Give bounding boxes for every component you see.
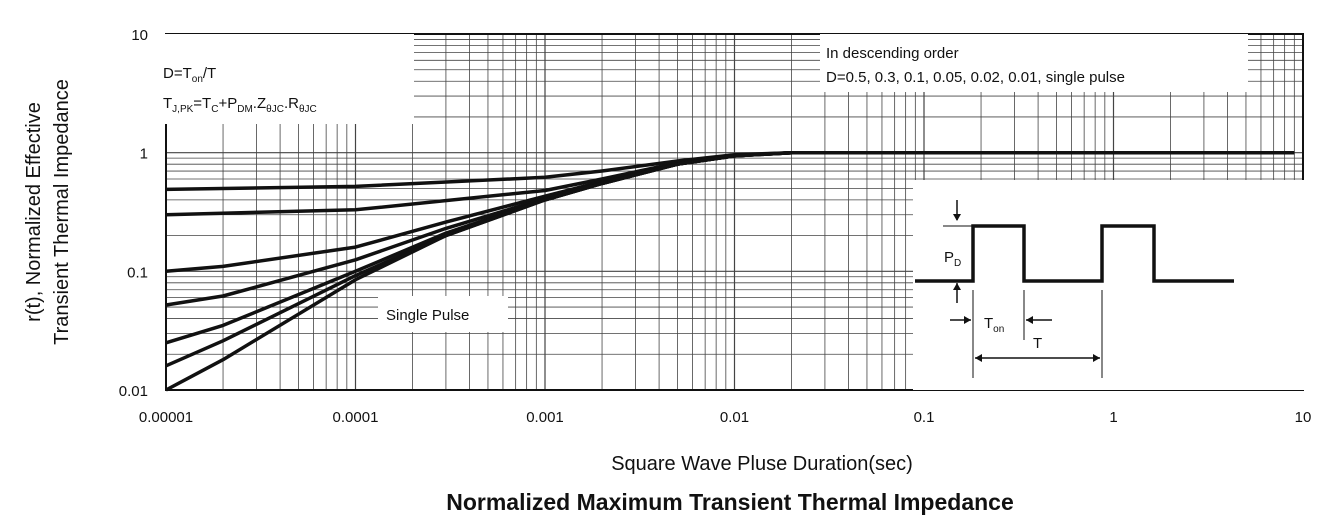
order-note-line1: In descending order: [826, 45, 959, 62]
pd-arrowhead-top: [953, 214, 961, 221]
chart-title: Normalized Maximum Transient Thermal Imp…: [446, 489, 1014, 515]
single-pulse-label-box: [378, 296, 508, 332]
x-tick-label: 10: [1295, 409, 1312, 426]
duty-cycle-formula: D=Ton/T: [163, 65, 216, 85]
period-arrowhead-right: [1093, 354, 1100, 362]
y-axis-label-line1: r(t), Normalized Effective: [23, 102, 45, 322]
pulse-waveform-inset: PD Ton T: [913, 180, 1305, 390]
junction-temp-formula: TJ,PK=TC+PDM.ZθJC.RθJC: [163, 95, 317, 115]
pd-arrowhead-bottom: [953, 283, 961, 290]
y-tick-label: 10: [131, 27, 148, 44]
pd-label: PD: [944, 249, 961, 269]
x-tick-labels: 0.00001 0.0001 0.001 0.01 0.1 1 10: [139, 409, 1311, 426]
ton-label: Ton: [984, 315, 1004, 335]
x-axis-label: Square Wave Pluse Duration(sec): [611, 453, 913, 475]
series-layer: [165, 150, 1295, 392]
period-arrowhead-left: [975, 354, 982, 362]
x-tick-label: 0.001: [526, 409, 564, 426]
y-tick-label: 1: [140, 146, 148, 163]
order-box: [820, 34, 1248, 92]
x-tick-label: 0.0001: [333, 409, 379, 426]
single-pulse-label: Single Pulse: [386, 307, 469, 324]
x-tick-label: 0.00001: [139, 409, 193, 426]
order-note-line2: D=0.5, 0.3, 0.1, 0.05, 0.02, 0.01, singl…: [826, 69, 1125, 86]
ton-arrowhead-right: [1026, 316, 1033, 324]
pulse-waveform: [915, 224, 1234, 283]
x-tick-label: 0.1: [914, 409, 935, 426]
y-tick-labels: 0.01 0.1 1 10: [119, 27, 148, 400]
y-axis-label-line2: Transient Thermal Impedance: [51, 79, 73, 345]
series-line-single-pulse: [165, 150, 1295, 392]
formula-box: [158, 34, 414, 124]
y-tick-label: 0.1: [127, 264, 148, 281]
inset-background: [913, 180, 1305, 390]
period-label: T: [1033, 335, 1042, 352]
x-tick-label: 0.01: [720, 409, 749, 426]
x-tick-label: 1: [1109, 409, 1117, 426]
ton-arrowhead-left: [964, 316, 971, 324]
y-tick-label: 0.01: [119, 383, 148, 400]
